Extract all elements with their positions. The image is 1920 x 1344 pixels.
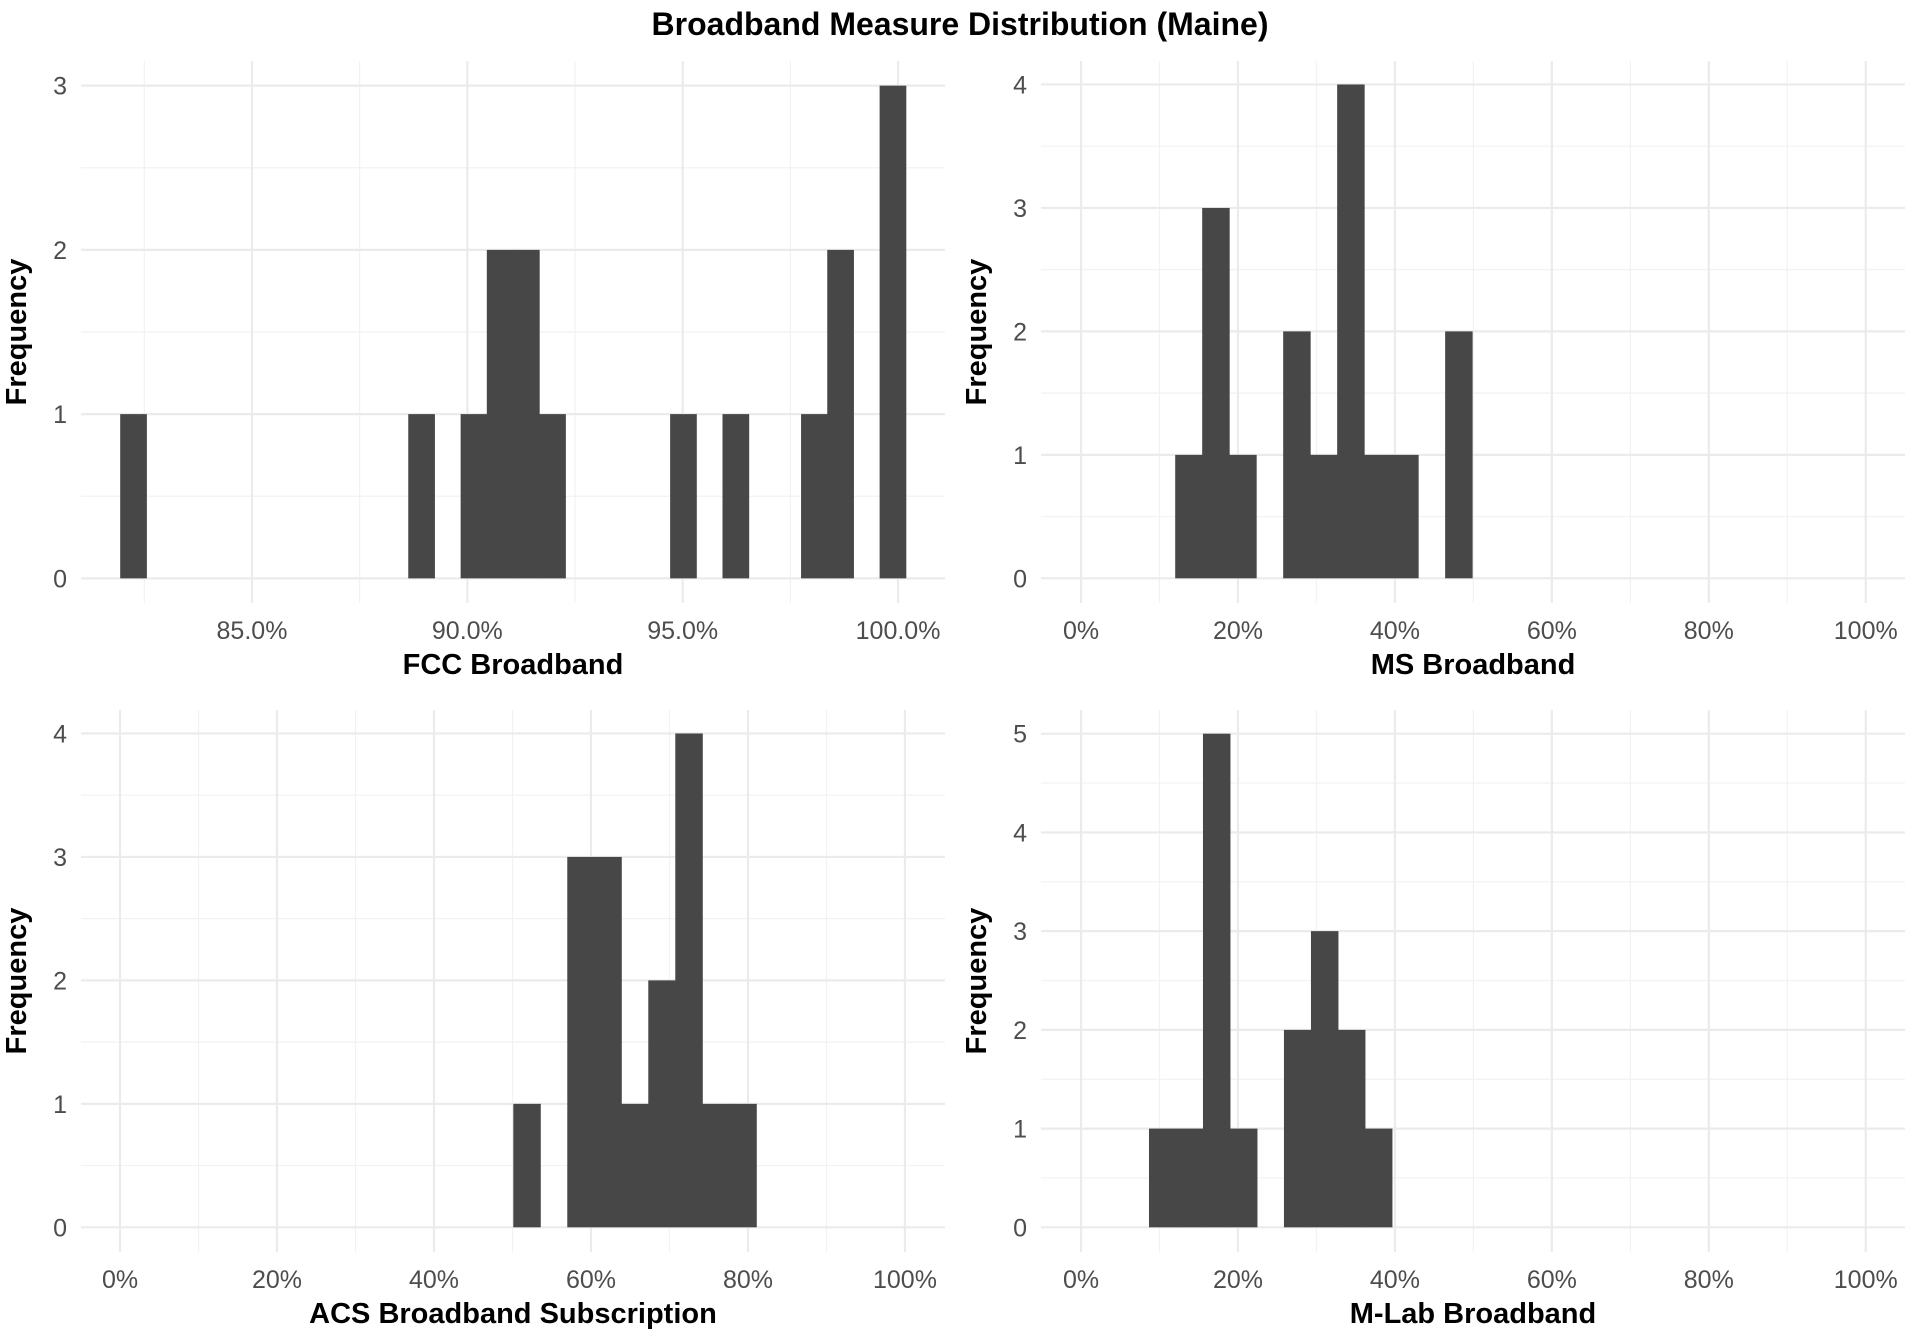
histogram-bar	[827, 249, 854, 579]
histogram-bar	[460, 414, 488, 579]
panel-bottom-left: 0% 20% 40% 60% 80% 100% 0 1 2 3 4 ACS Broadband Sub…	[1, 710, 945, 1330]
histogram-bar	[486, 249, 514, 579]
histogram-bar	[1310, 931, 1339, 1228]
histogram-bar	[722, 414, 750, 579]
x-axis-title: ACS Broadband Subscription	[309, 1298, 717, 1330]
y-tick-label: 3	[53, 844, 67, 872]
histogram-bar	[1229, 454, 1257, 579]
x-axis-title: MS Broadband	[1371, 649, 1576, 681]
x-tick-label: 0%	[1063, 1266, 1099, 1294]
histogram-bar	[408, 414, 435, 579]
y-tick-label: 2	[1013, 318, 1027, 346]
histogram-bar	[675, 733, 703, 1228]
x-tick-label: 20%	[1213, 617, 1263, 645]
x-tick-label: 80%	[1684, 1266, 1734, 1294]
histogram-bar	[1283, 331, 1311, 579]
histogram-bar	[567, 856, 595, 1228]
x-tick-label: 60%	[1527, 617, 1577, 645]
x-tick-label: 60%	[1527, 1266, 1577, 1294]
x-tick-label: 40%	[1370, 1266, 1420, 1294]
histogram-bar	[1283, 1029, 1312, 1228]
x-tick-label: 80%	[723, 1266, 773, 1294]
y-tick-label: 3	[1013, 918, 1027, 946]
histogram-bar	[1175, 1128, 1204, 1228]
y-tick-label: 4	[1013, 819, 1027, 847]
y-axis-title: Frequency	[961, 259, 993, 406]
x-tick-label: 0%	[1063, 617, 1099, 645]
y-tick-label: 1	[1013, 442, 1027, 470]
histogram-bar	[1148, 1128, 1177, 1228]
x-axis-title: FCC Broadband	[403, 649, 624, 681]
x-tick-label: 100.0%	[856, 617, 941, 645]
y-tick-label: 5	[1013, 721, 1027, 749]
x-tick-label: 85.0%	[217, 617, 288, 645]
histogram-bar	[1364, 454, 1392, 579]
y-axis-title: Frequency	[1, 908, 33, 1055]
x-tick-label: 80%	[1684, 617, 1734, 645]
x-tick-label: 90.0%	[432, 617, 503, 645]
panel-bottom-right: 0% 20% 40% 60% 80% 100% 0 1 2 3 4 5 M-Lab Broadband F…	[961, 710, 1905, 1330]
y-tick-label: 0	[53, 1214, 67, 1242]
x-tick-label: 40%	[409, 1266, 459, 1294]
x-axis-title: M-Lab Broadband	[1350, 1298, 1597, 1330]
histogram-bar	[120, 414, 147, 579]
histogram-bar	[1445, 331, 1473, 579]
histogram-bar	[729, 1103, 757, 1228]
x-tick-label: 100%	[1834, 1266, 1898, 1294]
histogram-bar	[1391, 454, 1419, 579]
y-tick-label: 1	[53, 1091, 67, 1119]
y-axis-title: Frequency	[1, 259, 33, 406]
histogram-bar	[539, 414, 566, 579]
y-tick-label: 2	[1013, 1017, 1027, 1045]
y-tick-label: 0	[53, 565, 67, 593]
x-tick-label: 60%	[566, 1266, 616, 1294]
x-tick-label: 95.0%	[647, 617, 718, 645]
histogram-bar	[594, 856, 622, 1228]
histogram-bar	[1364, 1128, 1393, 1228]
histogram-bar	[513, 1103, 541, 1228]
histogram-bar	[648, 980, 676, 1228]
y-tick-label: 4	[53, 720, 67, 748]
y-tick-label: 0	[1013, 1214, 1027, 1242]
histogram-bar	[1310, 454, 1338, 579]
histogram-bar	[1337, 84, 1365, 579]
y-tick-label: 1	[1013, 1116, 1027, 1144]
x-tick-label: 20%	[1213, 1266, 1263, 1294]
histogram-bar	[1202, 207, 1230, 579]
histogram-bar	[670, 414, 697, 579]
histogram-bar	[879, 85, 907, 579]
histogram-bar	[1229, 1128, 1258, 1228]
histogram-bar	[1337, 1029, 1366, 1228]
histogram-bar	[1202, 733, 1231, 1228]
y-tick-label: 2	[53, 237, 67, 265]
histogram-bar	[801, 414, 828, 579]
panel-top-left: 85.0% 90.0% 95.0% 100.0% 0 1 2 3 FCC Broadband Fr…	[1, 61, 945, 681]
x-tick-label: 100%	[873, 1266, 937, 1294]
histogram-bar	[702, 1103, 730, 1228]
y-tick-label: 1	[53, 401, 67, 429]
chart-title: Broadband Measure Distribution (Maine)	[651, 6, 1269, 42]
y-tick-label: 2	[53, 967, 67, 995]
y-tick-label: 3	[1013, 195, 1027, 223]
y-tick-label: 0	[1013, 565, 1027, 593]
x-tick-label: 100%	[1834, 617, 1898, 645]
x-tick-label: 40%	[1370, 617, 1420, 645]
x-tick-label: 20%	[252, 1266, 302, 1294]
histogram-bar	[1175, 454, 1203, 579]
y-axis-title: Frequency	[961, 908, 993, 1055]
histogram-bar	[621, 1103, 649, 1228]
panel-top-right: 0% 20% 40% 60% 80% 100% 0 1 2 3 4 MS Broadband Frequ…	[961, 61, 1905, 681]
y-tick-label: 3	[53, 73, 67, 101]
histogram-bar	[513, 249, 540, 579]
y-tick-label: 4	[1013, 71, 1027, 99]
x-tick-label: 0%	[102, 1266, 138, 1294]
